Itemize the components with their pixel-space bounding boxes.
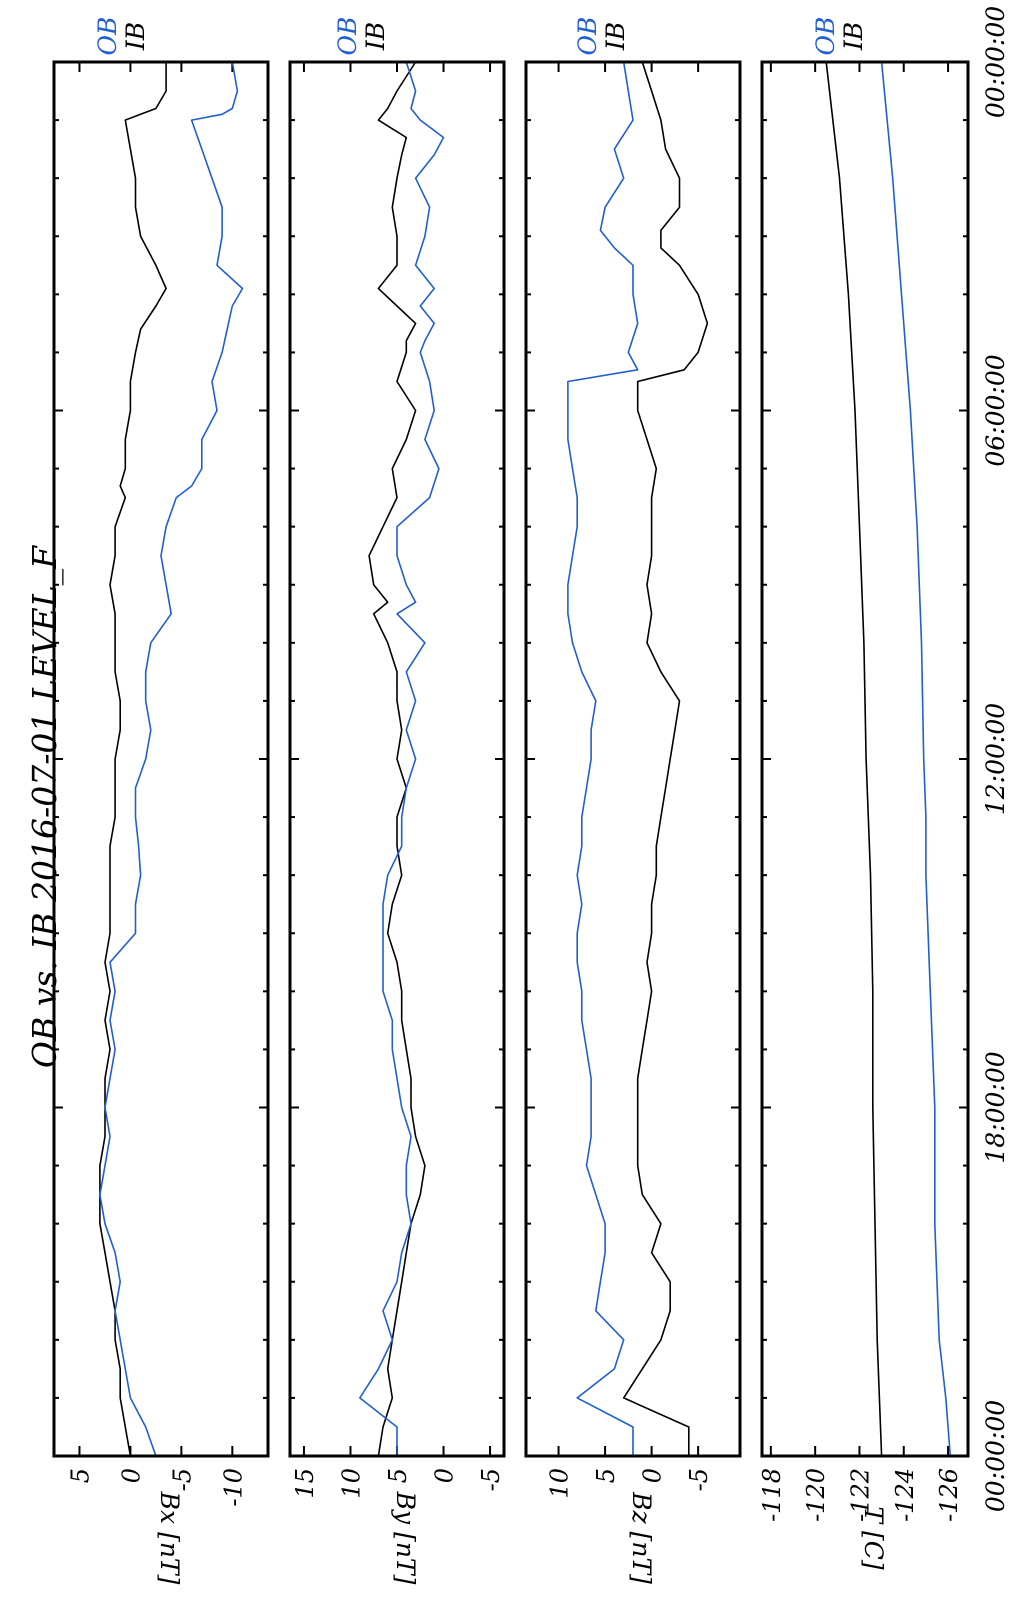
legend-ib-t: IB (839, 22, 868, 51)
legend-ib-by: IB (361, 22, 390, 51)
value-tick-label: 5 (592, 1468, 620, 1483)
series-ob-bx (99, 61, 244, 1457)
value-tick-label: 0 (117, 1468, 145, 1483)
time-tick-label: 06:00:00 (981, 354, 1010, 466)
value-tick-label: -126 (935, 1468, 963, 1522)
legend-by: OB IB (333, 17, 390, 56)
legend-ib-bx: IB (121, 22, 150, 51)
time-tick-label: 00:00:00 (981, 6, 1010, 118)
value-tick-label: -10 (219, 1468, 247, 1507)
legend-t: OB IB (811, 17, 868, 56)
panel-frame (288, 60, 506, 1458)
legend-ob-t: OB (811, 17, 840, 56)
time-tick-label: 12:00:00 (981, 703, 1010, 815)
panel-frame (52, 60, 270, 1458)
value-tick-label: -5 (685, 1468, 713, 1491)
value-tick-label: -120 (802, 1468, 830, 1522)
value-tick-label: 15 (291, 1468, 319, 1499)
time-tick-label: 18:00:00 (981, 1051, 1010, 1163)
value-tick-label: 5 (66, 1468, 94, 1483)
series-ob-by (358, 61, 445, 1456)
series-ib-by (368, 61, 426, 1457)
chart-title: OB vs. IB 2016-07-01 LEVEL_F (25, 545, 65, 1068)
legend-bx: OB IB (93, 17, 150, 56)
legend-group: OB IB OB IB OB IB OB IB (93, 17, 868, 56)
panel-frame (524, 60, 742, 1458)
value-tick-label: 5 (384, 1468, 412, 1483)
series-ib-bz (622, 61, 709, 1456)
value-tick-label: -5 (168, 1468, 196, 1491)
time-tick-label: 00:00:00 (981, 1400, 1010, 1512)
value-tick-label: -122 (846, 1468, 874, 1522)
series-ob-t (880, 61, 952, 1457)
axis-label-bx: Bx [nT] (155, 1491, 184, 1585)
value-tick-label: 10 (337, 1468, 365, 1499)
legend-ob-bz: OB (573, 17, 602, 56)
value-tick-label: -124 (891, 1468, 919, 1522)
value-tick-label: 10 (546, 1468, 574, 1499)
series-ib-t (825, 61, 883, 1457)
value-tick-label: -5 (477, 1468, 505, 1491)
legend-ib-bz: IB (601, 22, 630, 51)
panel-by: -5 0 5 10 15 By [nT] (288, 60, 506, 1585)
panel-frame (760, 60, 970, 1458)
time-axis-labels: 00:00:00 06:00:00 12:00:00 18:00:00 00:00:00 (981, 6, 1010, 1512)
legend-bz: OB IB (573, 17, 630, 56)
series-ob-bz (567, 61, 639, 1456)
axis-label-t: T [C] (859, 1506, 888, 1570)
series-ib-bx (99, 62, 167, 1457)
axis-label-bz: Bz [nT] (627, 1491, 656, 1584)
axis-label-by: By [nT] (391, 1491, 420, 1585)
panel-bx: -10 -5 0 5 Bx [nT] (52, 60, 270, 1585)
legend-ob-bx: OB (93, 17, 122, 56)
legend-ob-by: OB (333, 17, 362, 56)
panel-bz: -5 0 5 10 Bz [nT] (524, 60, 742, 1584)
value-tick-label: 0 (639, 1468, 667, 1483)
value-tick-label: -118 (758, 1468, 786, 1522)
value-tick-label: 0 (431, 1468, 459, 1483)
panel-t: -126 -124 -122 -120 -118 T [C] (758, 60, 970, 1570)
